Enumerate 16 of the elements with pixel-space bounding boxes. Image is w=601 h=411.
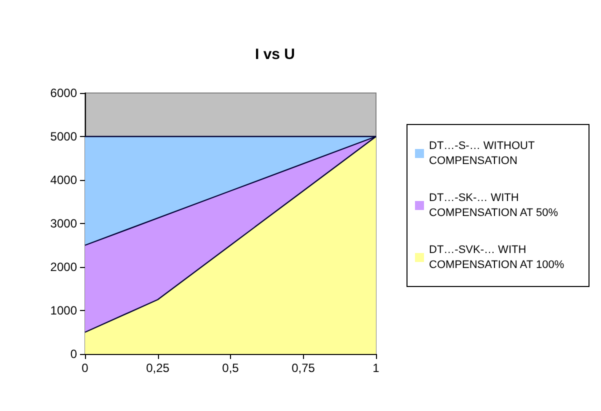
chart-title: I vs U bbox=[254, 46, 296, 63]
x-tick-label: 0,5 bbox=[222, 361, 240, 375]
x-tick-label: 0,75 bbox=[292, 361, 316, 375]
x-tick-label: 1 bbox=[372, 361, 380, 375]
y-tick-label: 6000 bbox=[50, 86, 78, 100]
legend-label: DT…-SVK-… WITH COMPENSATION AT 100% bbox=[429, 244, 564, 271]
x-tick-label: 0 bbox=[82, 361, 89, 375]
legend-label: DT…-SK-… WITH COMPENSATION AT 50% bbox=[429, 192, 558, 219]
y-tick-label: 3000 bbox=[50, 216, 78, 230]
y-tick-label: 0 bbox=[70, 347, 78, 361]
y-tick-label: 2000 bbox=[50, 260, 78, 274]
legend-label: DT…-S-… WITHOUT COMPENSATION bbox=[429, 140, 538, 167]
x-tick-label: 0,25 bbox=[146, 361, 170, 375]
y-tick-label: 4000 bbox=[50, 173, 78, 187]
y-tick-label: 5000 bbox=[50, 130, 78, 144]
y-tick-label: 1000 bbox=[50, 304, 78, 318]
